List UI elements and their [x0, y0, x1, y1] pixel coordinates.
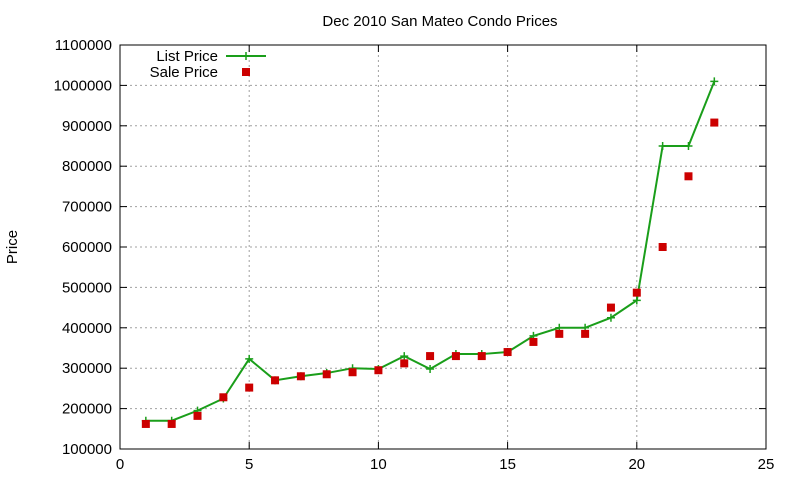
data-point: [684, 142, 693, 150]
legend-entry: Sale Price: [150, 64, 250, 81]
data-point: [606, 303, 615, 312]
y-tick-label: 600000: [62, 239, 112, 256]
y-tick-label: 200000: [62, 401, 112, 418]
data-point: [606, 313, 615, 322]
data-point: [322, 370, 331, 379]
series: [141, 77, 719, 428]
data-point: [296, 372, 305, 381]
data-point: [710, 77, 719, 86]
y-tick-label: 1100000: [55, 37, 112, 54]
grid: [120, 45, 766, 449]
x-tick-label: 10: [370, 456, 387, 473]
data-point: [684, 172, 693, 181]
y-tick-label: 500000: [62, 279, 112, 296]
legend-marker: [242, 68, 250, 76]
data-point: [503, 348, 512, 357]
y-tick-label: 300000: [62, 360, 112, 377]
legend-label: List Price: [156, 48, 218, 65]
y-tick-label: 700000: [62, 199, 112, 216]
legend-entry: List Price: [156, 48, 266, 65]
data-point: [245, 383, 254, 392]
series-1: [141, 118, 719, 428]
data-point: [632, 288, 641, 297]
data-point: [271, 376, 280, 385]
y-tick-label: 100000: [62, 441, 112, 458]
series-0: [141, 77, 719, 425]
data-point: [348, 368, 357, 377]
y-tick-label: 400000: [62, 320, 112, 337]
data-point: [477, 352, 486, 361]
data-point: [374, 366, 383, 375]
data-point: [400, 359, 409, 368]
data-point: [219, 393, 228, 402]
data-point: [400, 352, 409, 361]
data-point: [193, 411, 202, 420]
x-tick-label: 15: [499, 456, 516, 473]
x-tick-label: 5: [245, 456, 253, 473]
data-point: [245, 354, 254, 363]
data-point: [581, 329, 590, 338]
data-point: [555, 329, 564, 338]
x-tick-label: 20: [628, 456, 645, 473]
data-point: [710, 118, 719, 127]
chart-title: Dec 2010 San Mateo Condo Prices: [322, 13, 557, 30]
data-point: [658, 142, 667, 150]
data-point: [167, 419, 176, 428]
data-point: [426, 365, 435, 374]
data-point: [426, 352, 435, 361]
legend-label: Sale Price: [150, 64, 218, 81]
legend-marker: [242, 52, 250, 60]
x-tick-label: 0: [116, 456, 124, 473]
data-point: [141, 419, 150, 428]
y-tick-label: 800000: [62, 158, 112, 175]
data-point: [632, 296, 641, 305]
x-tick-label: 25: [758, 456, 775, 473]
data-point: [529, 337, 538, 346]
axis-ticks: 0 5 10 15 20 25 100000 200000 300000 400000 500000…: [54, 37, 775, 473]
data-point: [451, 352, 460, 361]
data-point: [658, 243, 667, 251]
y-tick-label: 900000: [62, 118, 112, 135]
y-tick-label: 1000000: [54, 77, 112, 94]
y-axis-label: Price: [4, 230, 21, 264]
